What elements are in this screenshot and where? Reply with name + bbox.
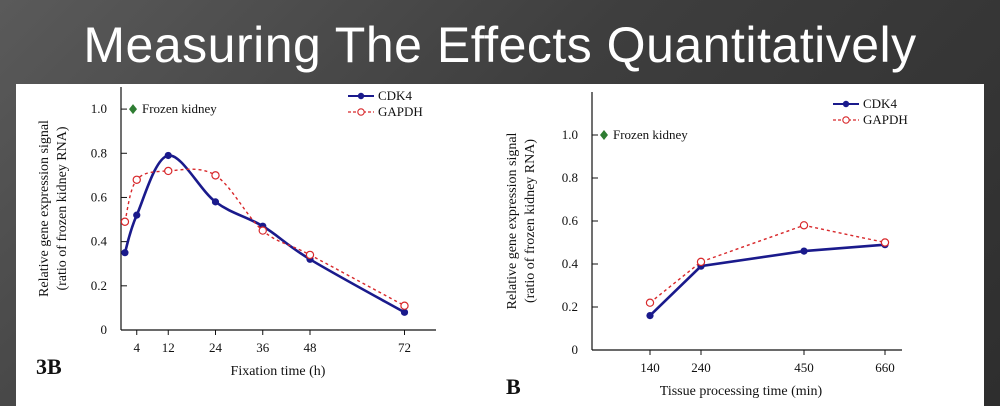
chart1-cdk4-point	[211, 198, 220, 206]
chart1-legend-gapdh-marker	[357, 108, 365, 116]
chart1-gapdh-point	[211, 171, 220, 180]
chart1-x-tick-label: 12	[162, 340, 175, 355]
chart2-cdk4-point	[646, 312, 654, 320]
chart1-y-tick-label: 1.0	[91, 101, 107, 116]
chart1-x-tick-label: 36	[256, 340, 270, 355]
chart1-legend-gapdh-label: GAPDH	[378, 104, 423, 119]
chart1-gapdh-point	[132, 175, 141, 184]
chart2-legend-gapdh-marker	[842, 116, 850, 124]
chart2-y-tick-label: 1.0	[562, 127, 578, 142]
chart2-panel-label: B	[506, 374, 521, 399]
chart1-frozen-kidney-label: Frozen kidney	[142, 101, 217, 116]
chart1-y-axis-label-2: (ratio of frozen kidney RNA)	[55, 126, 70, 290]
chart1-gapdh-point	[120, 217, 130, 226]
chart2-frozen-kidney-marker	[600, 130, 608, 140]
chart1-cdk4-point	[133, 211, 141, 219]
chart1-y-axis-label: Relative gene expression signal	[37, 120, 52, 297]
chart2-gapdh-point	[799, 221, 809, 230]
chart2-y-axis-label: Relative gene expression signal	[505, 132, 520, 309]
chart2-y-tick-label: 0.8	[562, 170, 578, 185]
chart1-cdk4-point	[164, 151, 172, 160]
chart1-gapdh-point	[400, 301, 409, 310]
chart2-y-tick-label: 0.6	[562, 213, 579, 228]
chart2-x-axis-label: Tissue processing time (min)	[660, 384, 823, 399]
chart2-y-tick-label: 0.4	[562, 256, 579, 271]
chart1-y-tick-label: 0.6	[91, 189, 108, 204]
chart1-gapdh-point	[164, 166, 173, 176]
chart1-gapdh-line	[124, 168, 405, 307]
chart1-panel-label: 3B	[36, 354, 62, 379]
chart1-x-tick-label: 48	[304, 340, 317, 355]
chart1-frozen-kidney-marker	[129, 104, 137, 115]
chart2-x-tick-label: 450	[794, 360, 814, 375]
chart1-y-tick-label: 0.8	[91, 145, 107, 160]
chart2-legend-gapdh-label: GAPDH	[863, 112, 908, 127]
chart2-y-tick-label: 0.2	[562, 299, 578, 314]
chart1-gapdh-point	[305, 250, 315, 260]
chart1-cdk4-point	[400, 308, 409, 316]
slide-title: Measuring The Effects Quantitatively	[83, 17, 917, 73]
figure-svg: 0 0.2 0.4 0.6 0.8 1.0 4 12 24 36 48 72 Fixation time…	[36, 87, 908, 399]
chart1-cdk4-point	[121, 249, 129, 257]
chart1-legend-cdk4-label: CDK4	[378, 88, 412, 103]
chart2-y-axis-label-2: (ratio of frozen kidney RNA)	[523, 139, 538, 303]
chart1-gapdh-point	[258, 226, 267, 235]
chart2-gapdh-point	[880, 238, 890, 247]
chart2-x-tick-label: 140	[640, 360, 660, 375]
chart2-gapdh-point	[645, 298, 655, 307]
chart2-gapdh-line	[649, 224, 886, 304]
chart2-legend-cdk4-marker	[842, 100, 850, 108]
chart1-y-tick-label: 0.4	[91, 234, 108, 249]
chart2-legend-cdk4-label: CDK4	[863, 96, 897, 111]
chart1-y-tick-label: 0.2	[91, 278, 107, 293]
chart2-gapdh-point	[696, 257, 706, 267]
figure-panel: 0 0.2 0.4 0.6 0.8 1.0 4 12 24 36 48 72 Fixation time…	[16, 84, 984, 406]
chart2-x-tick-label: 660	[875, 360, 895, 375]
chart1-legend-cdk4-marker	[357, 92, 365, 100]
chart2-cdk4-point	[800, 247, 808, 255]
chart2-x-tick-label: 240	[691, 360, 711, 375]
chart1-y-tick-label: 0	[101, 322, 108, 337]
chart1-x-tick-label: 24	[209, 340, 223, 355]
chart1-x-tick-label: 4	[134, 340, 141, 355]
chart1-x-tick-label: 72	[398, 340, 411, 355]
chart2-y-tick-label: 0	[572, 342, 579, 357]
chart1-x-axis-label: Fixation time (h)	[231, 364, 326, 379]
chart2-frozen-kidney-label: Frozen kidney	[613, 127, 688, 142]
chart2-cdk4-line	[649, 243, 886, 317]
